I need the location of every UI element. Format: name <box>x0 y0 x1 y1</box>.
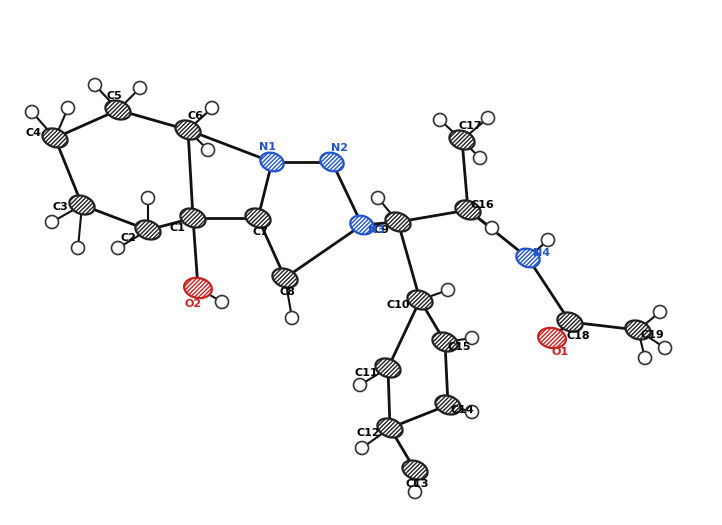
Ellipse shape <box>378 418 403 437</box>
Text: C10: C10 <box>386 300 410 310</box>
Text: C12: C12 <box>356 428 380 438</box>
Ellipse shape <box>375 359 401 377</box>
Circle shape <box>206 101 219 114</box>
Circle shape <box>134 81 147 94</box>
Ellipse shape <box>105 100 131 120</box>
Text: N2: N2 <box>331 143 349 153</box>
Ellipse shape <box>557 312 583 332</box>
Circle shape <box>372 192 385 205</box>
Circle shape <box>658 341 671 354</box>
Circle shape <box>142 192 155 205</box>
Circle shape <box>355 442 368 455</box>
Ellipse shape <box>402 460 427 479</box>
Text: N1: N1 <box>258 142 276 152</box>
Text: C19: C19 <box>640 330 664 340</box>
Text: C16: C16 <box>470 200 494 210</box>
Circle shape <box>71 242 84 255</box>
Text: C6: C6 <box>188 111 204 121</box>
Circle shape <box>285 311 298 324</box>
Ellipse shape <box>261 153 284 171</box>
Circle shape <box>466 331 479 344</box>
Ellipse shape <box>69 195 95 215</box>
Ellipse shape <box>435 395 461 415</box>
Circle shape <box>89 79 102 91</box>
Ellipse shape <box>136 220 160 239</box>
Text: C15: C15 <box>447 342 471 352</box>
Circle shape <box>653 306 666 319</box>
Ellipse shape <box>625 320 651 340</box>
Circle shape <box>111 242 124 255</box>
Text: C18: C18 <box>566 331 590 341</box>
Ellipse shape <box>538 328 566 348</box>
Text: C11: C11 <box>355 368 378 378</box>
Ellipse shape <box>432 332 458 352</box>
Text: N3: N3 <box>367 225 384 235</box>
Circle shape <box>441 284 455 297</box>
Text: C4: C4 <box>25 128 41 138</box>
Circle shape <box>542 234 554 247</box>
Ellipse shape <box>43 129 68 148</box>
Circle shape <box>215 296 228 309</box>
Ellipse shape <box>175 120 201 140</box>
Circle shape <box>474 152 487 164</box>
Circle shape <box>25 106 38 119</box>
Text: C8: C8 <box>279 287 295 297</box>
Ellipse shape <box>386 213 411 232</box>
Text: C2: C2 <box>120 233 136 243</box>
Circle shape <box>485 222 498 235</box>
Text: C17: C17 <box>458 121 482 131</box>
Ellipse shape <box>180 208 206 227</box>
Ellipse shape <box>245 208 271 227</box>
Text: O1: O1 <box>552 347 568 357</box>
Text: C1: C1 <box>169 223 185 233</box>
Ellipse shape <box>321 153 344 171</box>
Ellipse shape <box>184 278 212 298</box>
Text: N4: N4 <box>534 248 551 258</box>
Ellipse shape <box>449 130 474 150</box>
Ellipse shape <box>456 201 481 219</box>
Circle shape <box>201 143 214 156</box>
Circle shape <box>61 101 74 114</box>
Circle shape <box>409 486 422 499</box>
Ellipse shape <box>516 249 539 267</box>
Text: C5: C5 <box>106 91 122 101</box>
Ellipse shape <box>350 216 374 234</box>
Text: O2: O2 <box>184 299 201 309</box>
Text: C9: C9 <box>374 225 390 235</box>
Circle shape <box>482 111 495 124</box>
Text: C7: C7 <box>252 227 268 237</box>
Circle shape <box>466 405 479 418</box>
Text: C3: C3 <box>52 202 68 212</box>
Circle shape <box>354 379 367 392</box>
Circle shape <box>45 215 58 228</box>
Ellipse shape <box>272 268 297 288</box>
Text: C14: C14 <box>450 405 474 415</box>
Circle shape <box>638 352 651 364</box>
Ellipse shape <box>407 290 432 310</box>
Text: C13: C13 <box>405 479 429 489</box>
Circle shape <box>433 113 446 127</box>
